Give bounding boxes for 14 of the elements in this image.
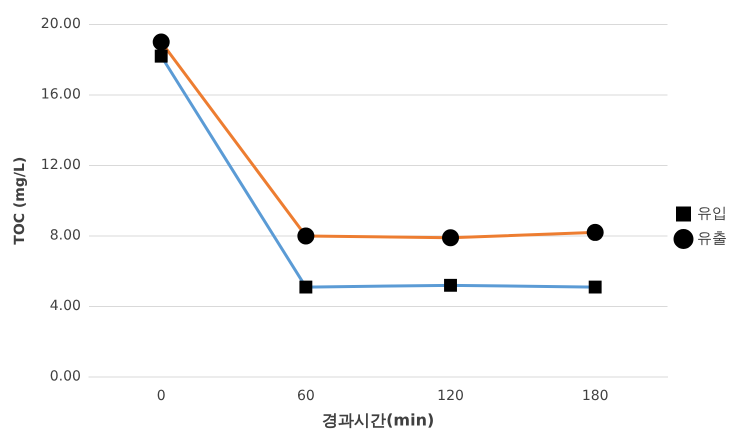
y-tick-label: 0.00: [50, 368, 81, 385]
x-tick-label: 120: [437, 388, 464, 404]
y-tick-label: 16.00: [40, 86, 81, 103]
x-tick-label: 60: [296, 388, 315, 404]
legend-label: 유입: [697, 204, 727, 222]
y-tick-label: 12.00: [40, 157, 81, 174]
legend-label: 유출: [697, 228, 727, 247]
x-axis-title: 경과시간(min): [322, 410, 434, 430]
y-tick-label: 8.00: [50, 228, 81, 244]
y-tick-label: 4.00: [50, 298, 81, 314]
y-tick-label: 20.00: [40, 16, 81, 32]
x-tick-label: 180: [582, 388, 609, 404]
y-axis-title: TOC (mg/L): [12, 156, 28, 245]
x-tick-label: 0: [156, 388, 166, 404]
